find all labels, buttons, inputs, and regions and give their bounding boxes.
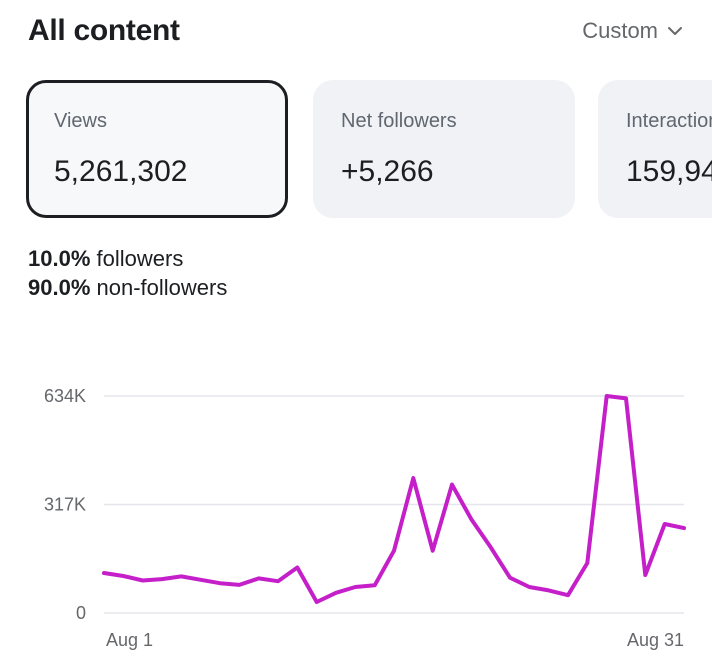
- breakdown-percent: 10.0%: [28, 246, 91, 271]
- audience-breakdown: 10.0% followers 90.0% non-followers: [28, 244, 227, 302]
- x-axis-ticks: Aug 1 Aug 31: [106, 630, 684, 650]
- y-tick-label: 317K: [44, 495, 86, 515]
- y-axis-ticks: 634K 317K 0: [44, 386, 86, 623]
- breakdown-percent: 90.0%: [28, 275, 91, 300]
- breakdown-row-followers: 10.0% followers: [28, 244, 227, 273]
- metric-card-interactions[interactable]: Interactions 159,94: [598, 80, 712, 218]
- metric-card-label: Net followers: [341, 110, 457, 132]
- breakdown-row-non-followers: 90.0% non-followers: [28, 273, 227, 302]
- views-line-chart: 634K 317K 0 Aug 1 Aug 31: [44, 386, 686, 650]
- metric-card-label: Interactions: [626, 110, 712, 132]
- metric-cards: Views 5,261,302 Net followers +5,266 Int…: [26, 80, 712, 222]
- metric-card-label: Views: [54, 110, 107, 132]
- views-series-line: [102, 394, 686, 604]
- chevron-down-icon: [668, 27, 682, 35]
- breakdown-label: followers: [96, 246, 184, 271]
- y-tick-label: 0: [76, 603, 86, 623]
- metric-card-value: 5,261,302: [54, 155, 188, 188]
- metric-card-views[interactable]: Views 5,261,302: [26, 80, 288, 218]
- page-title: All content: [28, 14, 180, 47]
- metric-card-value: +5,266: [341, 155, 434, 188]
- y-tick-label: 634K: [44, 386, 86, 406]
- chart-gridlines: [104, 395, 684, 614]
- date-range-label: Custom: [582, 18, 658, 43]
- metric-card-net-followers[interactable]: Net followers +5,266: [313, 80, 575, 218]
- x-tick-label-start: Aug 1: [106, 630, 153, 650]
- date-range-dropdown[interactable]: Custom: [582, 18, 684, 44]
- x-tick-label-end: Aug 31: [627, 630, 684, 650]
- metric-card-value: 159,94: [626, 155, 712, 188]
- chart-series: [102, 394, 686, 604]
- breakdown-label: non-followers: [96, 275, 228, 300]
